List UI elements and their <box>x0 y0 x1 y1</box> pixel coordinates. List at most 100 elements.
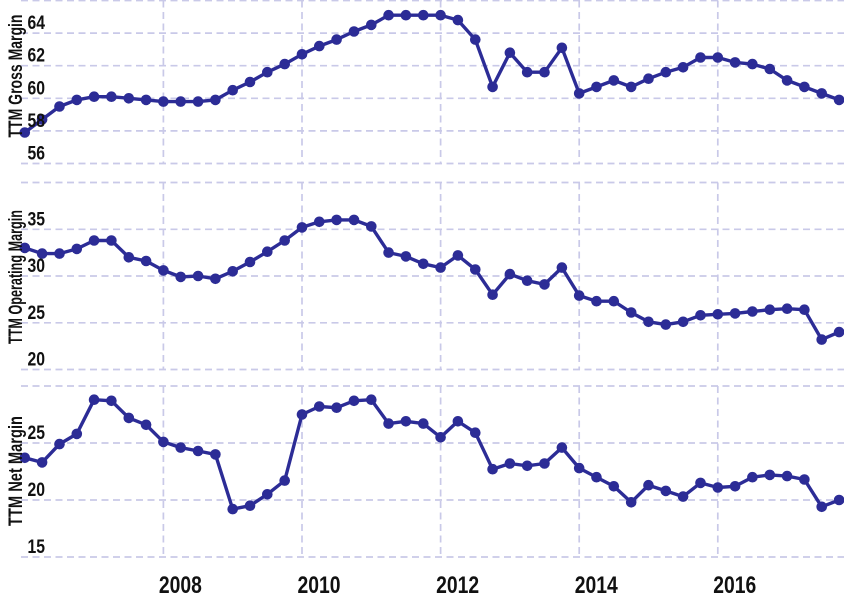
data-point <box>556 442 568 453</box>
data-point <box>36 114 48 125</box>
data-point <box>36 248 48 259</box>
data-point <box>608 295 620 307</box>
data-point <box>314 216 325 228</box>
data-point <box>331 214 342 226</box>
data-point <box>643 316 654 328</box>
y-tick-label: 25 <box>28 303 46 324</box>
data-point <box>539 279 550 290</box>
data-point <box>192 96 204 107</box>
data-point <box>521 66 533 78</box>
data-point <box>400 9 412 21</box>
data-point <box>210 273 221 285</box>
ttm-gross-margin-axis-title: TTM Gross Margin <box>5 15 27 138</box>
data-point <box>227 84 238 96</box>
data-point <box>348 214 360 226</box>
data-point <box>71 94 83 106</box>
ttm-operating-margin-axis-title: TTM Operating Margin <box>5 210 27 344</box>
data-point <box>244 500 256 512</box>
data-point <box>296 409 308 420</box>
data-point <box>158 436 169 448</box>
data-point <box>556 262 568 273</box>
data-point <box>244 256 256 268</box>
data-point <box>54 248 65 259</box>
data-point <box>764 469 776 481</box>
data-point <box>418 258 429 270</box>
x-tick-label: 2012 <box>436 572 479 596</box>
data-point <box>521 460 533 472</box>
data-point <box>643 479 654 491</box>
data-point <box>383 418 394 429</box>
data-point <box>504 47 516 58</box>
y-tick-label: 20 <box>28 350 46 371</box>
data-point <box>816 88 827 99</box>
data-point <box>262 66 273 78</box>
data-point <box>660 485 672 497</box>
data-point <box>88 235 100 246</box>
data-point <box>504 268 516 280</box>
data-point <box>695 310 706 321</box>
data-point <box>123 251 135 263</box>
data-point <box>625 307 637 318</box>
data-point <box>833 326 844 338</box>
data-point <box>348 26 360 37</box>
data-point <box>383 247 394 258</box>
data-point <box>504 458 516 469</box>
data-point <box>279 58 291 70</box>
data-point <box>296 49 308 60</box>
data-point <box>244 76 256 88</box>
data-point <box>314 40 325 52</box>
data-point <box>192 445 204 457</box>
data-point <box>400 416 412 427</box>
y-tick-label: 15 <box>28 537 46 558</box>
data-point <box>366 221 377 232</box>
data-point <box>747 471 758 483</box>
data-point <box>556 42 568 54</box>
data-point <box>729 308 741 319</box>
data-point <box>88 91 100 102</box>
data-point <box>643 73 654 84</box>
y-tick-label: 62 <box>28 46 46 67</box>
x-tick-label: 2016 <box>713 572 756 596</box>
data-point <box>608 75 620 86</box>
y-tick-label: 25 <box>28 423 46 444</box>
data-point <box>764 63 776 75</box>
data-point <box>435 262 446 273</box>
data-point <box>625 81 637 93</box>
data-point <box>279 235 291 246</box>
data-point <box>158 265 169 276</box>
data-point <box>366 19 377 31</box>
data-point <box>591 81 602 93</box>
data-point <box>36 457 48 468</box>
data-point <box>799 81 810 93</box>
data-point <box>400 251 412 262</box>
data-point <box>140 94 152 106</box>
y-tick-label: 58 <box>28 111 46 132</box>
y-tick-label: 35 <box>28 209 46 230</box>
data-point <box>123 412 135 424</box>
data-point <box>781 303 793 315</box>
data-point <box>712 482 724 493</box>
data-point <box>470 264 481 275</box>
data-point <box>521 275 533 287</box>
data-point <box>470 34 481 45</box>
data-point <box>140 419 152 431</box>
data-point <box>88 394 100 406</box>
data-point <box>747 58 758 70</box>
data-point <box>227 503 238 515</box>
data-point <box>764 304 776 316</box>
data-point <box>833 494 844 506</box>
ttm-net-margin-axis-title: TTM Net Margin <box>5 416 27 526</box>
data-point <box>19 242 31 254</box>
data-point <box>19 127 31 138</box>
data-point <box>677 316 689 328</box>
data-point <box>799 474 810 485</box>
data-point <box>19 452 31 464</box>
data-point <box>573 88 585 99</box>
data-point <box>383 9 394 21</box>
data-point <box>435 432 446 443</box>
data-point <box>54 438 65 450</box>
data-point <box>470 427 481 439</box>
